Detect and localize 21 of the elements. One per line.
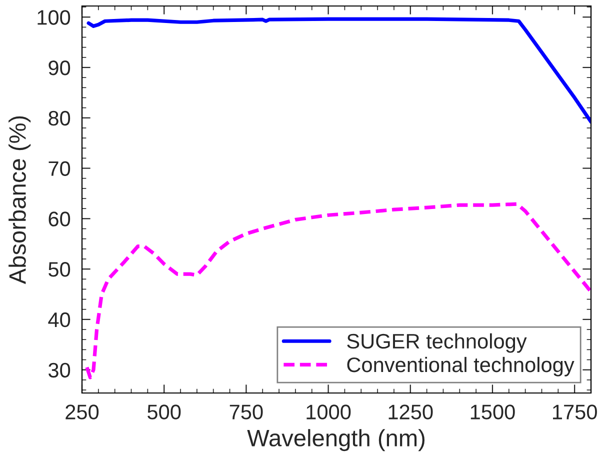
x-tick-label: 1250: [388, 404, 433, 420]
x-tick-label: 500: [148, 404, 181, 420]
line-series: [86, 17, 591, 124]
y-axis-title: Absorbance (%): [8, 116, 31, 284]
legend-label: SUGER technology: [347, 333, 527, 353]
y-tick-label: 30: [48, 362, 70, 378]
x-tick-label: 250: [66, 404, 99, 420]
x-axis-title: Wavelength (nm): [247, 429, 424, 452]
x-tick-label: 750: [230, 404, 263, 420]
y-tick-label: 60: [48, 212, 70, 226]
x-tick-label: 1000: [306, 404, 351, 420]
x-tick-label: 1500: [470, 404, 515, 420]
y-tick-label: 40: [48, 312, 70, 328]
legend-label: Conventional technology: [347, 356, 574, 376]
x-tick-label: 1750: [553, 404, 597, 420]
y-tick-label: 70: [48, 161, 70, 176]
y-tick-label: 90: [48, 60, 70, 76]
y-tick-label: 100: [38, 10, 70, 25]
y-tick-label: 80: [48, 110, 70, 126]
line-series: [85, 202, 591, 380]
y-tick-label: 50: [48, 262, 70, 277]
